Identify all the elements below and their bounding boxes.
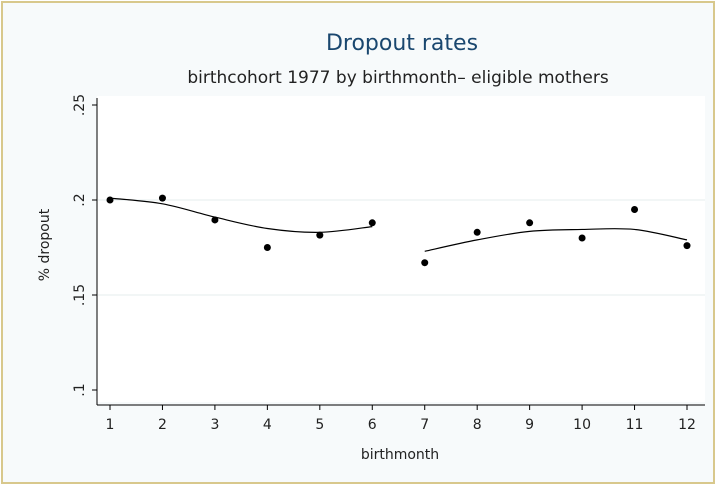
point <box>631 206 639 213</box>
point <box>421 259 429 267</box>
x-tick-label: 11 <box>626 417 644 433</box>
point <box>368 219 376 227</box>
point <box>316 231 324 239</box>
point <box>473 228 481 236</box>
x-tick-label: 12 <box>678 417 696 433</box>
point <box>263 244 271 251</box>
y-axis-label: % dropout <box>37 208 53 281</box>
fit-line <box>424 228 688 252</box>
x-tick-label: 5 <box>315 417 324 433</box>
point <box>211 216 219 224</box>
x-tick-label: 7 <box>420 417 429 433</box>
x-tick-label: 10 <box>573 417 591 433</box>
point <box>106 196 114 204</box>
y-tick-label: .1 <box>72 383 88 396</box>
plot-region <box>97 96 705 402</box>
x-tick-label: 4 <box>263 417 272 433</box>
x-tick-label: 1 <box>106 417 115 433</box>
x-tick-label: 9 <box>525 417 534 433</box>
fit-line <box>109 197 373 233</box>
x-tick-label: 8 <box>473 417 482 433</box>
chart-subtitle: birthcohort 1977 by birthmonth– eligible… <box>187 68 609 88</box>
x-tick-label: 6 <box>368 417 377 433</box>
x-tick-label: 3 <box>210 417 219 433</box>
y-tick-label: .25 <box>72 94 88 116</box>
chart-title: Dropout rates <box>326 31 478 56</box>
point <box>158 194 166 202</box>
y-tick-label: .2 <box>72 193 88 206</box>
point <box>526 219 534 227</box>
point <box>578 234 586 242</box>
x-axis-label: birthmonth <box>361 447 439 463</box>
point <box>683 242 691 250</box>
x-tick-label: 2 <box>158 417 167 433</box>
y-tick-label: .15 <box>72 284 88 306</box>
